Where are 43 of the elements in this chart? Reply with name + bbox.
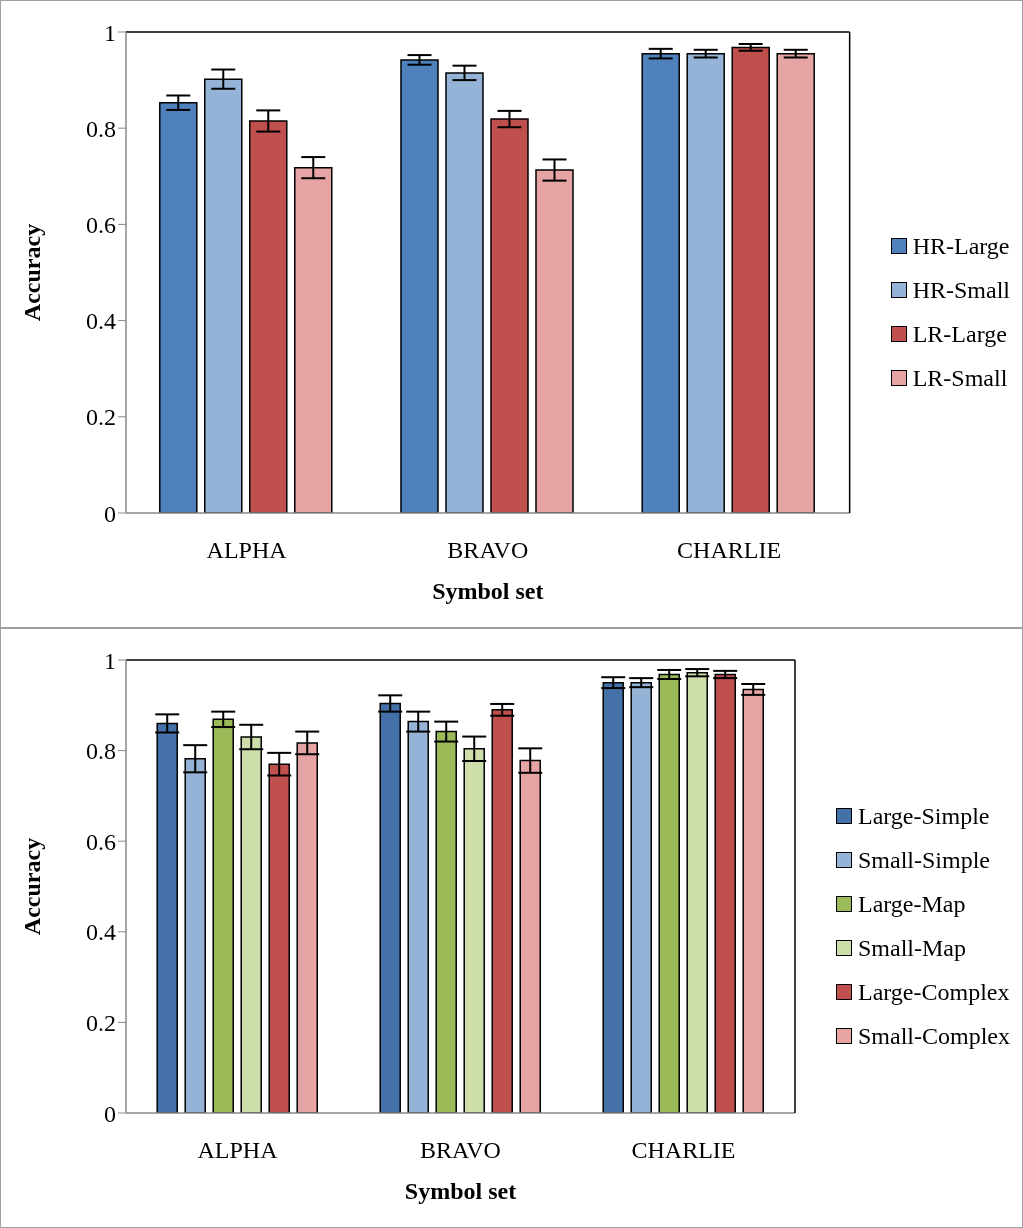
x-tick-label: ALPHA bbox=[197, 1137, 279, 1164]
y-axis-title: Accuracy bbox=[18, 837, 45, 936]
bar bbox=[731, 46, 770, 513]
x-tick-label: CHARLIE bbox=[677, 537, 782, 564]
y-axis-title: Accuracy bbox=[18, 223, 45, 322]
bar bbox=[400, 59, 439, 513]
legend-label: Large-Map bbox=[858, 890, 966, 919]
y-tick-label: 0.6 bbox=[86, 828, 116, 855]
y-tick-label: 1 bbox=[104, 647, 116, 674]
legend-label: HR-Large bbox=[912, 232, 1010, 261]
bar bbox=[658, 673, 680, 1113]
bar bbox=[742, 688, 764, 1113]
legend-label: LR-Small bbox=[912, 364, 1008, 393]
legend-label: Small-Simple bbox=[858, 846, 990, 875]
y-tick-label: 0.2 bbox=[86, 1009, 116, 1036]
y-tick-label: 0.6 bbox=[86, 211, 116, 238]
y-tick-label: 0 bbox=[104, 500, 116, 527]
y-tick-label: 0.2 bbox=[86, 404, 116, 431]
bar bbox=[602, 681, 624, 1113]
bar bbox=[714, 673, 736, 1113]
legend-label: HR-Small bbox=[912, 276, 1010, 305]
y-tick-label: 0.4 bbox=[86, 919, 116, 946]
x-axis-title: Symbol set bbox=[432, 578, 544, 604]
x-tick-label: CHARLIE bbox=[631, 1137, 736, 1164]
legend-label: Large-Complex bbox=[858, 978, 1010, 1007]
y-tick-label: 0.8 bbox=[86, 738, 116, 765]
legend-label: Small-Complex bbox=[858, 1022, 1010, 1051]
bar bbox=[686, 671, 708, 1113]
bar bbox=[641, 52, 680, 513]
x-tick-label: ALPHA bbox=[206, 537, 288, 564]
y-tick-label: 0.4 bbox=[86, 308, 116, 335]
legend-label: LR-Large bbox=[912, 320, 1007, 349]
y-tick-label: 1 bbox=[104, 19, 116, 46]
legend-label: Large-Simple bbox=[858, 802, 990, 831]
legend-label: Small-Map bbox=[858, 934, 966, 963]
x-axis-title: Symbol set bbox=[404, 1178, 517, 1204]
bar bbox=[686, 52, 725, 513]
bar bbox=[776, 52, 815, 513]
y-tick-label: 0.8 bbox=[86, 115, 116, 142]
y-tick-label: 0 bbox=[104, 1100, 116, 1127]
x-tick-label: BRAVO bbox=[420, 1137, 501, 1164]
x-tick-label: BRAVO bbox=[447, 537, 529, 564]
bar bbox=[630, 681, 652, 1113]
